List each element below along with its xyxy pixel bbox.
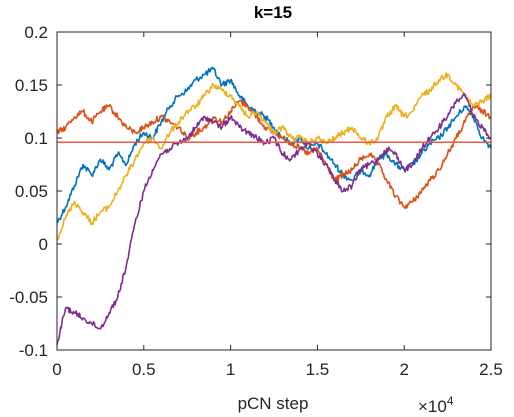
y-tick-label: 0.05 [15,182,48,201]
axes-box [56,31,492,351]
y-tick-label: -0.1 [19,341,48,360]
y-tick-label: 0.15 [15,76,48,95]
x-axis-multiplier: ×104 [418,394,454,416]
x-tick-label: 0.5 [132,360,156,379]
chart-title: k=15 [254,3,292,22]
x-tick-label: 0 [52,360,61,379]
x-axis-multiplier-exponent: 4 [447,394,454,408]
y-tick-label: 0.2 [24,23,48,42]
series-line-2 [56,99,492,210]
x-tick-label: 1.5 [306,360,330,379]
x-axis-ticks: 0 0.5 1 1.5 2 2.5 [52,32,503,379]
x-tick-label: 2 [399,360,408,379]
x-tick-label: 2.5 [479,360,503,379]
series-layer [56,66,492,345]
x-tick-label: 1 [226,360,235,379]
y-tick-label: -0.05 [9,288,48,307]
x-axis-multiplier-base: ×10 [418,397,447,416]
y-tick-label: 0 [39,235,48,254]
y-tick-label: 0.1 [24,129,48,148]
x-axis-label: pCN step [238,394,309,413]
series-line-3 [56,72,492,241]
y-axis-ticks: -0.1 -0.05 0 0.05 0.1 0.15 0.2 [9,23,491,360]
series-line-4 [56,92,492,345]
series-line-1 [56,66,492,224]
